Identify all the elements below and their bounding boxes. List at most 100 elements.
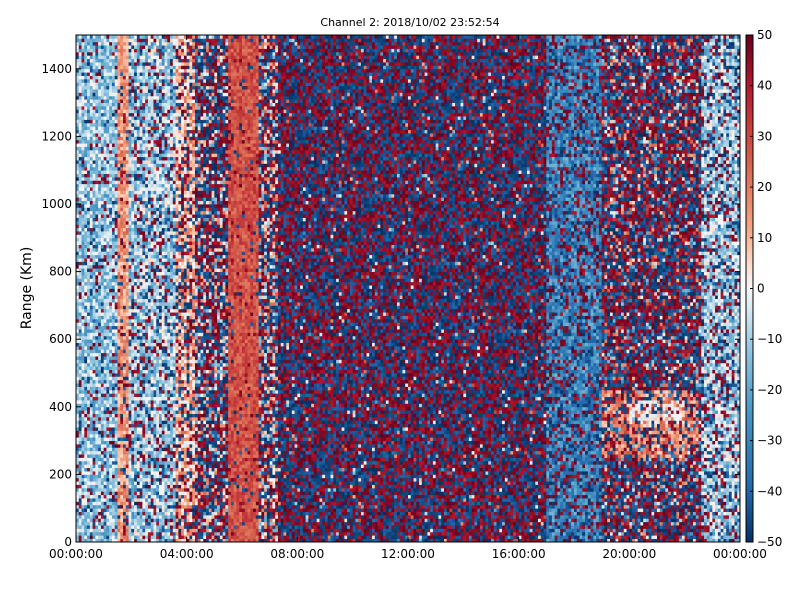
heatmap-cell [145, 373, 149, 377]
heatmap-cell [117, 122, 121, 127]
heatmap-cell [120, 484, 124, 489]
heatmap-cell [161, 369, 165, 374]
heatmap-cell [147, 75, 152, 80]
heatmap-cell [164, 416, 168, 421]
heatmap-cell [98, 379, 102, 384]
heatmap-cell [125, 207, 129, 212]
heatmap-cell [161, 302, 165, 306]
heatmap-cell [117, 400, 121, 404]
heatmap-cell [89, 308, 93, 313]
heatmap-cell [153, 393, 157, 398]
heatmap-cell [78, 58, 82, 63]
heatmap-cell [145, 126, 149, 131]
heatmap-cell [103, 491, 107, 496]
heatmap-cell [120, 362, 124, 367]
heatmap-cell [114, 75, 118, 80]
heatmap-cell [161, 170, 165, 174]
heatmap-cell [120, 244, 124, 249]
heatmap-cell [109, 146, 113, 151]
heatmap-cell [164, 146, 168, 151]
heatmap-cell [142, 339, 146, 343]
heatmap-cell [87, 460, 91, 465]
heatmap-cell [125, 176, 129, 181]
heatmap-cell [76, 308, 80, 313]
heatmap-cell [81, 362, 85, 367]
heatmap-cell [136, 68, 141, 73]
heatmap-cell [150, 116, 154, 120]
heatmap-cell [84, 481, 88, 485]
heatmap-cell [150, 362, 154, 367]
heatmap-cell [161, 457, 165, 462]
heatmap-cell [164, 89, 168, 93]
heatmap-cell [125, 521, 129, 526]
heatmap-cell [139, 288, 143, 293]
heatmap-cell [156, 332, 160, 337]
heatmap-cell [142, 58, 146, 63]
heatmap-cell [100, 288, 105, 293]
heatmap-cell [103, 325, 107, 330]
heatmap-cell [98, 139, 102, 144]
heatmap-cell [81, 349, 85, 354]
heatmap-cell [120, 45, 124, 49]
heatmap-cell [156, 342, 160, 347]
heatmap-cell [139, 531, 143, 536]
heatmap-cell [156, 511, 160, 516]
heatmap-cell [76, 156, 80, 161]
heatmap-cell [117, 112, 121, 117]
heatmap-cell [117, 345, 121, 350]
heatmap-cell [103, 531, 107, 536]
heatmap-cell [145, 234, 149, 239]
heatmap-cell [125, 308, 129, 313]
heatmap-cell [78, 55, 82, 60]
heatmap-cell [145, 531, 149, 536]
heatmap-cell [92, 484, 96, 489]
heatmap-cell [153, 389, 157, 394]
heatmap-cell [123, 62, 127, 66]
heatmap-cell [164, 187, 168, 191]
heatmap-cell [145, 396, 149, 401]
heatmap-cell [100, 119, 105, 124]
heatmap-cell [84, 322, 88, 327]
heatmap-cell [136, 447, 141, 452]
heatmap-cell [92, 329, 96, 333]
heatmap-cell [131, 308, 135, 313]
heatmap-cell [106, 102, 110, 107]
heatmap-cell [142, 491, 146, 496]
heatmap-cell [156, 129, 160, 134]
heatmap-cell [159, 352, 163, 357]
heatmap-cell [117, 302, 121, 306]
heatmap-cell [153, 122, 157, 127]
heatmap-cell [131, 89, 135, 93]
heatmap-cell [150, 65, 154, 70]
heatmap-cell [136, 471, 141, 475]
heatmap-cell [109, 379, 113, 384]
heatmap-cell [145, 264, 149, 269]
heatmap-cell [120, 173, 124, 178]
heatmap-cell [128, 521, 132, 526]
heatmap-cell [131, 251, 135, 256]
heatmap-cell [167, 447, 171, 452]
heatmap-cell [78, 207, 82, 212]
heatmap-cell [109, 471, 113, 475]
heatmap-cell [134, 187, 138, 191]
heatmap-cell [106, 302, 110, 306]
heatmap-cell [131, 396, 135, 401]
heatmap-cell [142, 403, 146, 408]
heatmap-cell [153, 166, 157, 171]
heatmap-cell [128, 498, 132, 502]
heatmap-cell [125, 291, 129, 296]
heatmap-cell [89, 247, 93, 252]
heatmap-cell [84, 528, 88, 533]
heatmap-cell [100, 95, 105, 100]
heatmap-cell [84, 274, 88, 279]
heatmap-cell [153, 48, 157, 53]
heatmap-cell [78, 234, 82, 239]
heatmap-cell [136, 359, 141, 364]
heatmap-cell [98, 89, 102, 93]
heatmap-cell [145, 281, 149, 286]
heatmap-cell [142, 525, 146, 529]
heatmap-cell [84, 133, 88, 137]
heatmap-cell [153, 197, 157, 202]
heatmap-cell [159, 447, 163, 452]
heatmap-cell [142, 41, 146, 46]
